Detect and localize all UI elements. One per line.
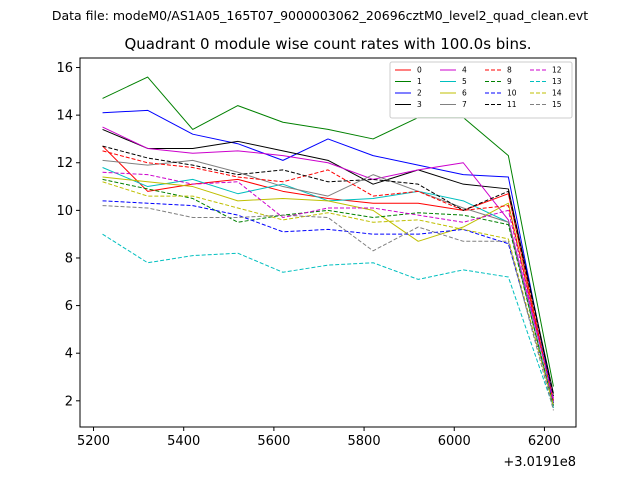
y-tick-label: 12: [56, 156, 73, 171]
y-tick-label: 10: [56, 204, 73, 219]
series-line-2: [102, 109, 554, 401]
legend-label-0: 0: [417, 66, 422, 75]
x-tick-label: 6000: [438, 434, 471, 449]
legend-label-10: 10: [507, 89, 517, 98]
y-tick-label: 16: [56, 61, 73, 76]
legend-label-8: 8: [507, 66, 512, 75]
legend-label-1: 1: [417, 77, 422, 86]
x-tick-label: 6200: [528, 434, 561, 449]
series-line-3: [102, 128, 554, 394]
legend-frame: [389, 61, 573, 119]
chart-title: Quadrant 0 module wise count rates with …: [124, 35, 531, 53]
suptitle: Data file: modeM0/AS1A05_165T07_90000030…: [52, 8, 588, 23]
series-line-10: [102, 200, 554, 404]
legend-label-13: 13: [552, 77, 562, 86]
y-tick-label: 4: [65, 347, 73, 362]
axes-frame: [79, 57, 577, 428]
series-line-13: [102, 233, 554, 409]
y-axis-ticks: 2 4 6 8 10 12 14 16: [56, 61, 80, 409]
legend-label-2: 2: [417, 89, 422, 98]
series-line-0: [102, 145, 554, 404]
series-line-1: [102, 76, 554, 387]
x-tick-label: 5600: [257, 434, 290, 449]
series-line-7: [102, 159, 554, 409]
series-line-4: [102, 126, 554, 399]
legend-label-7: 7: [462, 100, 467, 109]
y-tick-label: 2: [65, 394, 73, 409]
legend-label-3: 3: [417, 100, 422, 109]
legend-label-4: 4: [462, 66, 467, 75]
x-tick-label: 5400: [167, 434, 200, 449]
series-line-12: [102, 171, 554, 401]
legend-label-14: 14: [552, 89, 562, 98]
x-tick-label: 5800: [348, 434, 381, 449]
axes-background: [80, 58, 576, 427]
series-line-11: [102, 145, 554, 397]
x-axis-ticks: 5200 5400 5600 5800 6000 6200: [77, 427, 561, 449]
legend-label-12: 12: [552, 66, 562, 75]
series-lines: [102, 76, 554, 411]
legend-label-15: 15: [552, 100, 562, 109]
series-line-14: [102, 181, 554, 406]
series-line-8: [102, 150, 554, 401]
y-tick-label: 8: [65, 251, 73, 266]
legend-label-5: 5: [462, 77, 467, 86]
series-line-15: [102, 205, 554, 411]
legend-label-9: 9: [507, 77, 512, 86]
series-line-6: [102, 176, 554, 404]
y-tick-label: 6: [65, 299, 73, 314]
legend-label-11: 11: [507, 100, 517, 109]
y-tick-label: 14: [56, 109, 73, 124]
x-tick-label: 5200: [77, 434, 110, 449]
x-axis-offset-label: +3.0191e8: [503, 455, 576, 470]
legend-label-6: 6: [462, 89, 467, 98]
